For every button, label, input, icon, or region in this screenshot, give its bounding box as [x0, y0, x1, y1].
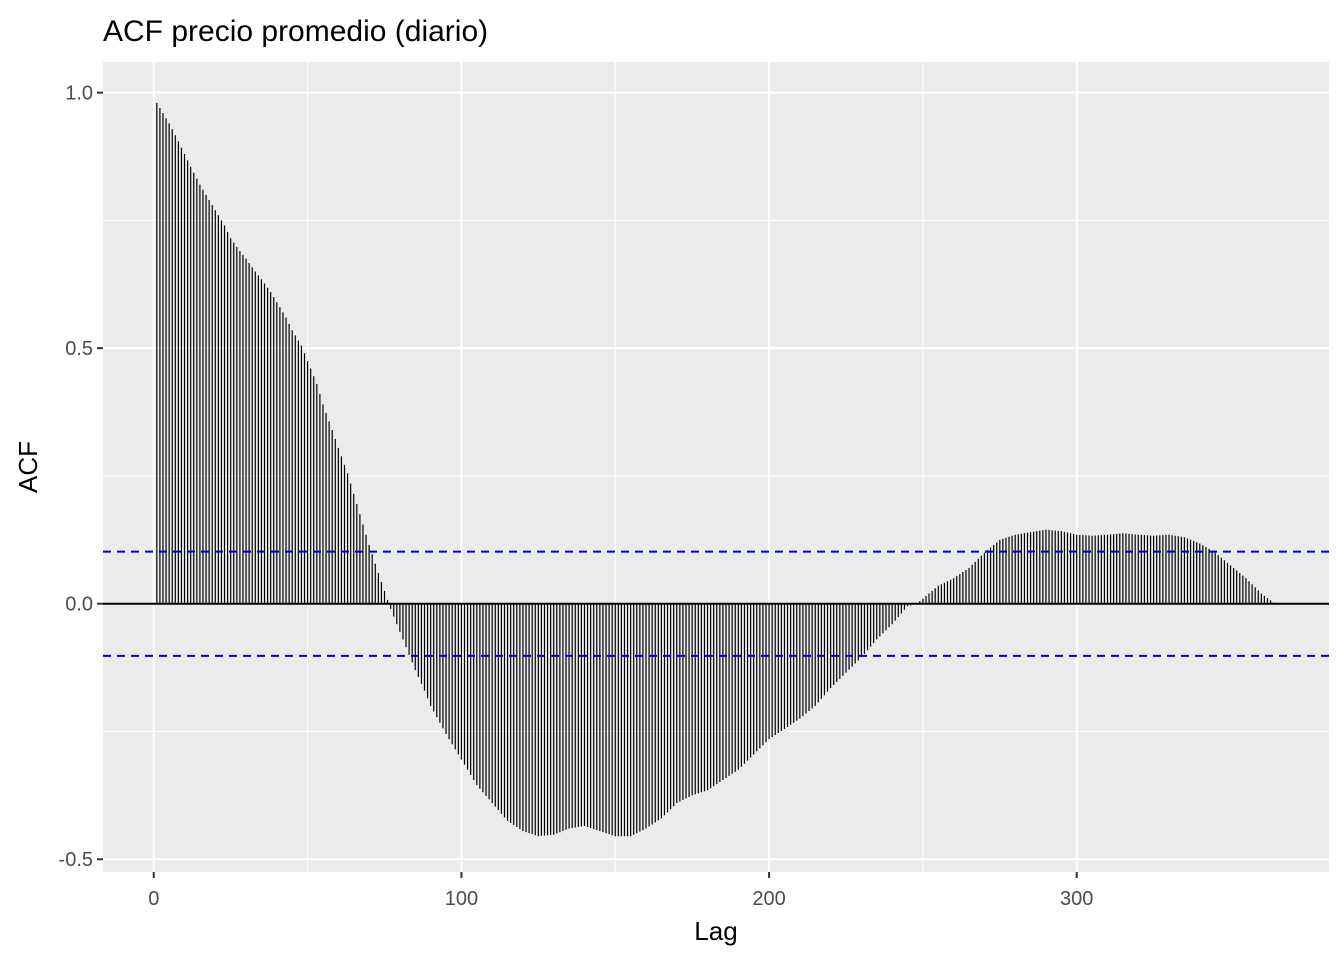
y-axis-title: ACF	[13, 441, 43, 493]
x-axis: 0 100 200 300	[148, 872, 1093, 910]
y-axis: -0.5 0.0 0.5 1.0	[59, 83, 103, 871]
acf-bars	[156, 102, 1275, 837]
x-tick-label: 200	[752, 888, 785, 910]
chart-title: ACF precio promedio (diario)	[103, 15, 488, 48]
y-tick-label: 0.0	[65, 594, 93, 616]
y-tick-label: -0.5	[59, 849, 93, 871]
y-tick-label: 0.5	[65, 338, 93, 360]
x-tick-label: 100	[445, 888, 478, 910]
plot-panel	[103, 62, 1329, 872]
y-tick-label: 1.0	[65, 83, 93, 105]
x-tick-label: 300	[1060, 888, 1093, 910]
x-axis-title: Lag	[694, 916, 737, 946]
x-tick-label: 0	[148, 888, 159, 910]
